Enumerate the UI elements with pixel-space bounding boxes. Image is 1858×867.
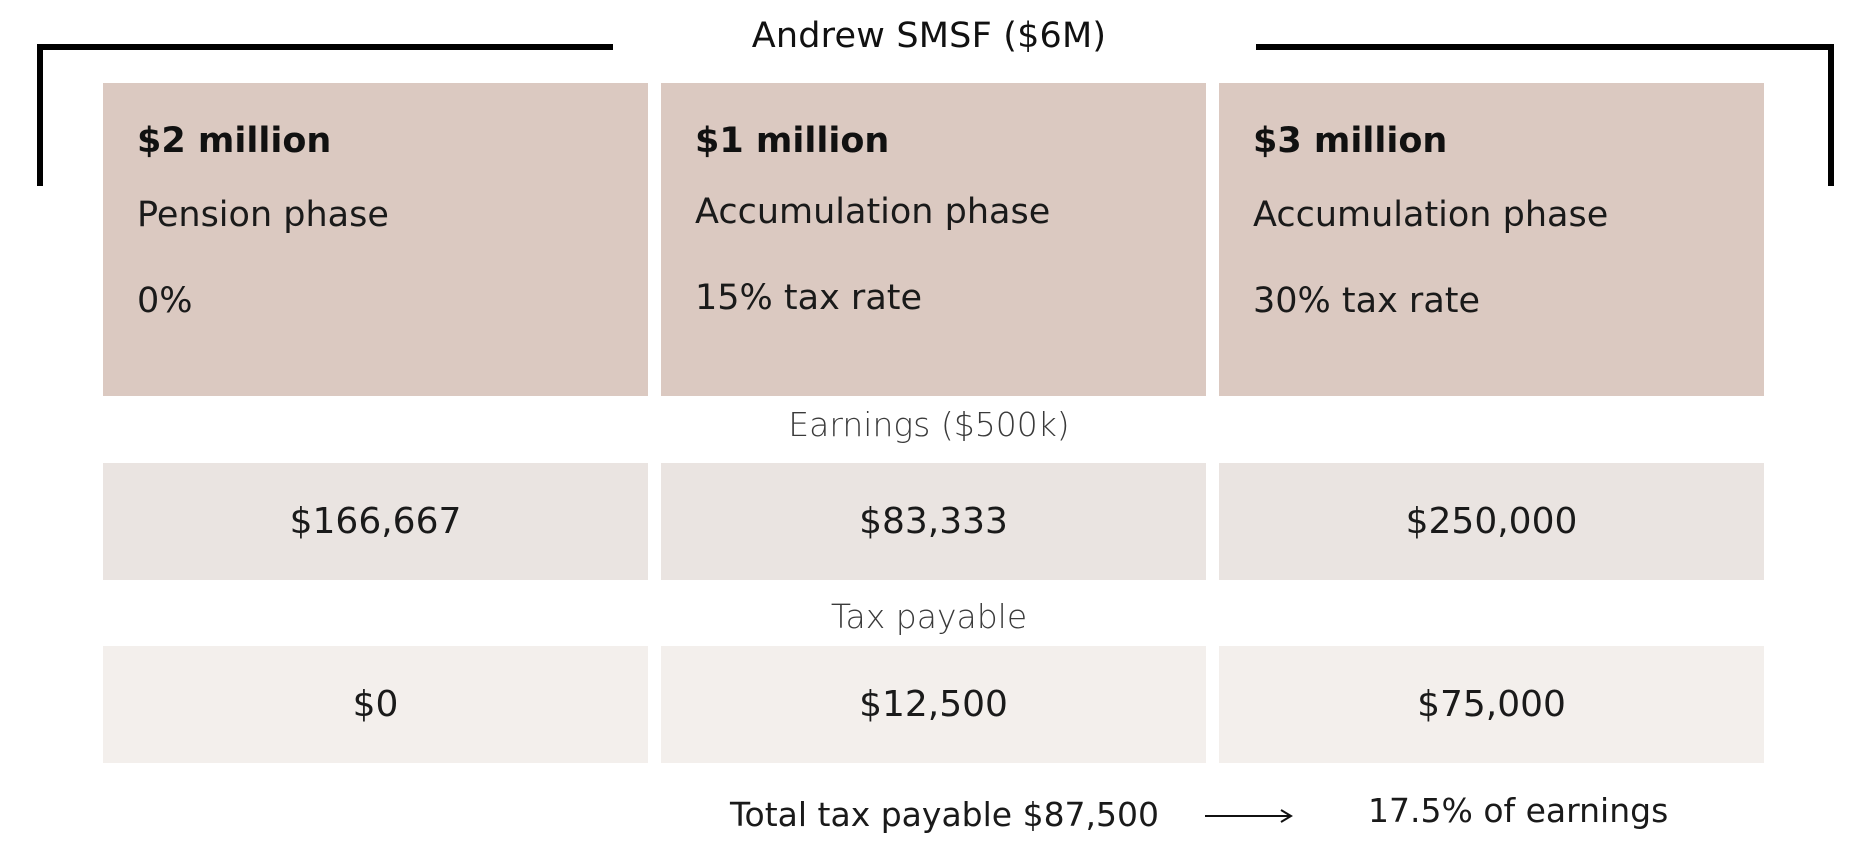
- earnings-cell-accumulation-15: $83,333: [661, 463, 1206, 580]
- bracket-right-horizontal: [1256, 44, 1834, 50]
- phase-rate: 0%: [137, 281, 193, 321]
- phase-amount: $1 million: [695, 121, 890, 161]
- phase-box-pension: $2 million Pension phase 0%: [103, 83, 648, 396]
- phase-box-accumulation-30: $3 million Accumulation phase 30% tax ra…: [1219, 83, 1764, 396]
- phase-rate: 30% tax rate: [1253, 281, 1481, 321]
- tax-payable-label: Tax payable: [830, 597, 1028, 636]
- bracket-left-vertical: [37, 44, 43, 186]
- earnings-cell-accumulation-30: $250,000: [1219, 463, 1764, 580]
- tax-cell-pension: $0: [103, 646, 648, 763]
- bracket-right-vertical: [1828, 44, 1834, 186]
- phase-name: Accumulation phase: [1253, 195, 1609, 235]
- arrow-right-icon: [1205, 809, 1293, 823]
- bracket-left-horizontal: [37, 44, 613, 50]
- earnings-cell-pension: $166,667: [103, 463, 648, 580]
- percent-of-earnings: 17.5% of earnings: [1368, 791, 1669, 830]
- phase-name: Pension phase: [137, 195, 389, 235]
- phase-name: Accumulation phase: [695, 192, 1051, 232]
- phase-box-accumulation-15: $1 million Accumulation phase 15% tax ra…: [661, 83, 1206, 396]
- diagram-title: Andrew SMSF ($6M): [751, 16, 1107, 56]
- phase-rate: 15% tax rate: [695, 278, 923, 318]
- phase-amount: $3 million: [1253, 121, 1448, 161]
- tax-cell-accumulation-30: $75,000: [1219, 646, 1764, 763]
- tax-cell-accumulation-15: $12,500: [661, 646, 1206, 763]
- earnings-label: Earnings ($500k): [788, 405, 1070, 444]
- phase-amount: $2 million: [137, 121, 332, 161]
- total-tax-payable: Total tax payable $87,500: [730, 795, 1160, 834]
